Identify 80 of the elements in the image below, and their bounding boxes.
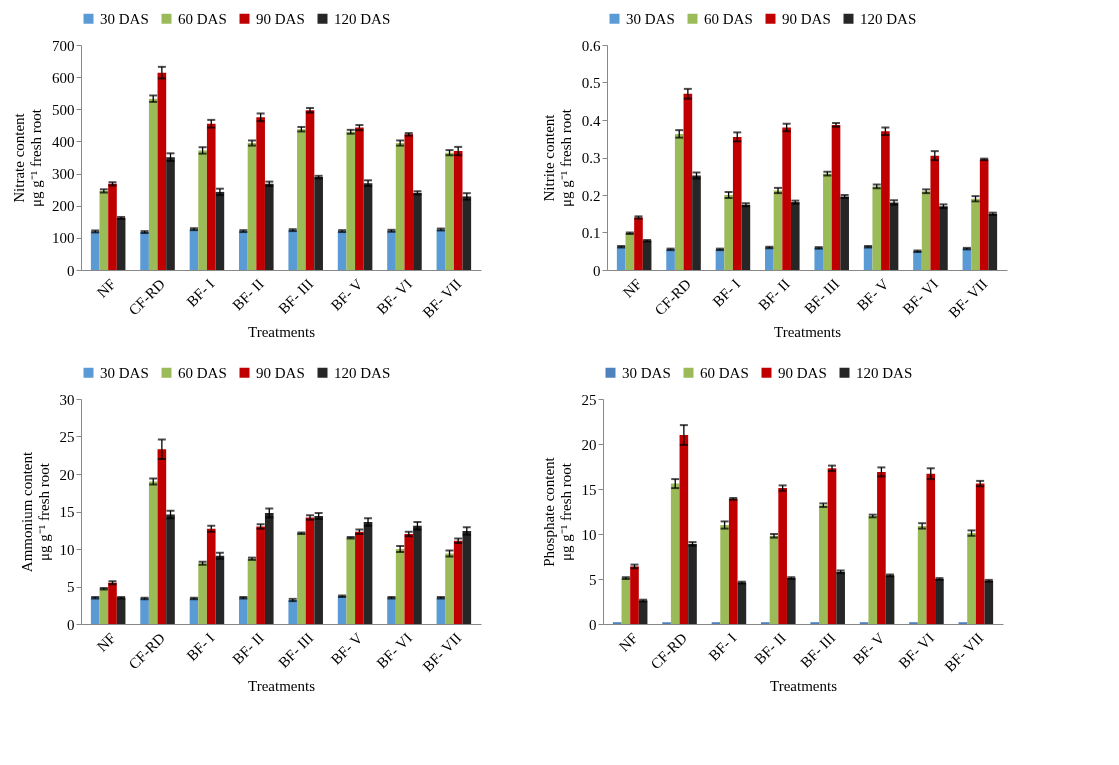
y-tick-label: 100 bbox=[52, 230, 75, 247]
y-tick-label: 15 bbox=[581, 481, 597, 498]
legend-label: 90 DAS bbox=[778, 364, 827, 381]
x-tick-label: BF- II bbox=[751, 629, 789, 668]
y-tick-label: 5 bbox=[67, 579, 75, 595]
x-tick-label: BF- II bbox=[229, 629, 267, 668]
x-tick-label: BF- I bbox=[705, 629, 740, 664]
x-tick-label: BF- I bbox=[183, 629, 218, 664]
y-tick-label: 10 bbox=[581, 526, 597, 543]
legend-label: 30 DAS bbox=[622, 364, 671, 381]
x-tick-label: BF- III bbox=[275, 275, 317, 317]
legend-label: 90 DAS bbox=[256, 10, 305, 27]
legend-label: 60 DAS bbox=[704, 10, 753, 27]
x-tick-label: BF- III bbox=[275, 629, 317, 671]
x-tick-label: BF- III bbox=[797, 629, 839, 671]
y-tick-label: 0 bbox=[67, 262, 75, 279]
legend-label: 30 DAS bbox=[626, 10, 675, 27]
x-axis-title: Treatments bbox=[248, 323, 316, 340]
legend-label: 60 DAS bbox=[178, 364, 227, 381]
y-tick-label: 700 bbox=[52, 37, 75, 54]
legend-label: 30 DAS bbox=[100, 10, 149, 27]
x-tick-label: BF- VI bbox=[895, 629, 938, 672]
legend-label: 120 DAS bbox=[334, 10, 391, 27]
y-tick-label: 25 bbox=[581, 391, 597, 408]
y-tick-label: 500 bbox=[52, 101, 75, 118]
x-tick-label: BF- I bbox=[709, 275, 744, 310]
x-tick-label: NF bbox=[619, 275, 645, 301]
x-tick-label: BF- II bbox=[755, 275, 793, 314]
y-tick-label: 0.1 bbox=[581, 225, 601, 241]
legend-label: 60 DAS bbox=[178, 10, 227, 27]
x-tick-label: NF bbox=[615, 629, 641, 655]
y-tick-label: 0.3 bbox=[581, 150, 601, 166]
y-tick-label: 20 bbox=[581, 436, 597, 453]
x-tick-label: BF- VII bbox=[419, 275, 465, 321]
y-tick-label: 10 bbox=[59, 541, 75, 558]
legend-label: 120 DAS bbox=[334, 364, 391, 381]
x-tick-label: BF- III bbox=[801, 275, 843, 317]
y-tick-label: 0 bbox=[593, 262, 601, 279]
legend-label: 60 DAS bbox=[700, 364, 749, 381]
x-axis-title: Treatments bbox=[770, 677, 838, 694]
x-tick-label: BF- I bbox=[183, 275, 218, 310]
x-tick-label: BF- V bbox=[327, 275, 366, 314]
y-tick-label: 5 bbox=[589, 571, 597, 588]
y-tick-label: 600 bbox=[52, 69, 75, 86]
legend-label: 30 DAS bbox=[100, 364, 149, 381]
y-tick-label: 0 bbox=[67, 616, 75, 633]
x-axis-title: Treatments bbox=[774, 323, 842, 340]
y-tick-label: 200 bbox=[52, 198, 75, 215]
y-axis-title: Phosphate content μg g⁻¹ fresh root bbox=[540, 456, 574, 567]
x-tick-label: BF- VI bbox=[899, 275, 942, 318]
legend-label: 120 DAS bbox=[860, 10, 917, 27]
x-tick-label: BF- V bbox=[853, 275, 892, 314]
legend-label: 90 DAS bbox=[256, 364, 305, 381]
y-axis-title: Nitrate content μg g⁻¹ fresh root bbox=[11, 108, 44, 207]
x-tick-label: BF- VII bbox=[419, 629, 465, 675]
x-tick-label: NF bbox=[93, 275, 119, 301]
x-tick-label: NF bbox=[93, 629, 119, 655]
x-tick-label: BF- II bbox=[229, 275, 267, 314]
x-tick-label: BF- V bbox=[327, 629, 366, 668]
y-tick-label: 300 bbox=[52, 166, 75, 183]
y-tick-label: 0.2 bbox=[581, 187, 601, 204]
x-tick-label: BF- VII bbox=[941, 629, 987, 675]
y-tick-label: 20 bbox=[59, 466, 75, 483]
y-axis-title: Ammonium content μg g⁻¹ fresh root bbox=[18, 450, 52, 573]
y-tick-label: 15 bbox=[59, 504, 75, 520]
y-tick-label: 0.4 bbox=[581, 112, 601, 129]
y-tick-label: 0.6 bbox=[581, 37, 601, 54]
y-axis-title: Nitrite content μg g⁻¹ fresh root bbox=[540, 108, 574, 207]
y-tick-label: 30 bbox=[59, 391, 75, 408]
x-tick-label: BF- VI bbox=[373, 275, 416, 318]
x-axis-title: Treatments bbox=[248, 677, 316, 694]
y-tick-label: 25 bbox=[59, 429, 75, 445]
legend-label: 120 DAS bbox=[856, 364, 913, 381]
y-tick-label: 0 bbox=[589, 616, 597, 633]
legend-label: 90 DAS bbox=[782, 10, 831, 27]
y-tick-label: 400 bbox=[52, 133, 75, 150]
x-tick-label: BF- V bbox=[849, 629, 888, 668]
x-tick-label: BF- VI bbox=[373, 629, 416, 672]
x-tick-label: BF- VII bbox=[945, 275, 991, 321]
y-tick-label: 0.5 bbox=[581, 75, 601, 91]
